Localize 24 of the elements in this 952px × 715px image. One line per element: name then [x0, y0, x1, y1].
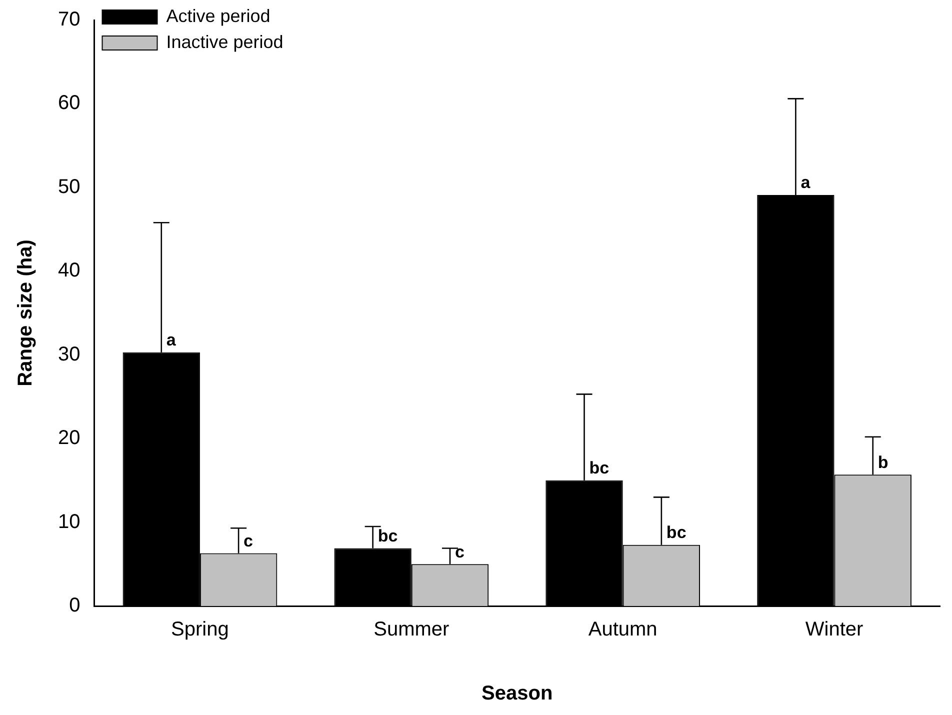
annotation: bc — [589, 458, 610, 478]
annotation: a — [166, 330, 176, 350]
x-tick-label: Autumn — [588, 618, 658, 641]
y-tick-label: 70 — [58, 8, 80, 31]
y-tick-label: 60 — [58, 92, 80, 114]
annotation: c — [454, 542, 464, 562]
x-axis-title: Season — [482, 682, 553, 705]
y-tick-label: 10 — [58, 510, 80, 533]
y-tick-label: 40 — [58, 260, 80, 282]
annotation: bc — [666, 523, 686, 542]
y-tick-label: 30 — [58, 343, 80, 366]
y-tick-label: 50 — [58, 176, 80, 198]
annotation: c — [244, 531, 254, 550]
annotation: bc — [378, 526, 398, 546]
y-tick-label: 20 — [58, 427, 80, 450]
x-tick-label: Summer — [374, 618, 450, 641]
legend-label: Active period — [166, 6, 270, 26]
legend-label: Inactive period — [166, 32, 284, 52]
y-axis-title: Range size (ha) — [14, 240, 37, 386]
y-tick-label: 0 — [69, 594, 80, 617]
x-tick-label: Spring — [171, 618, 229, 641]
annotation: b — [878, 452, 888, 472]
annotation: a — [800, 173, 811, 192]
x-tick-label: Winter — [805, 618, 864, 641]
